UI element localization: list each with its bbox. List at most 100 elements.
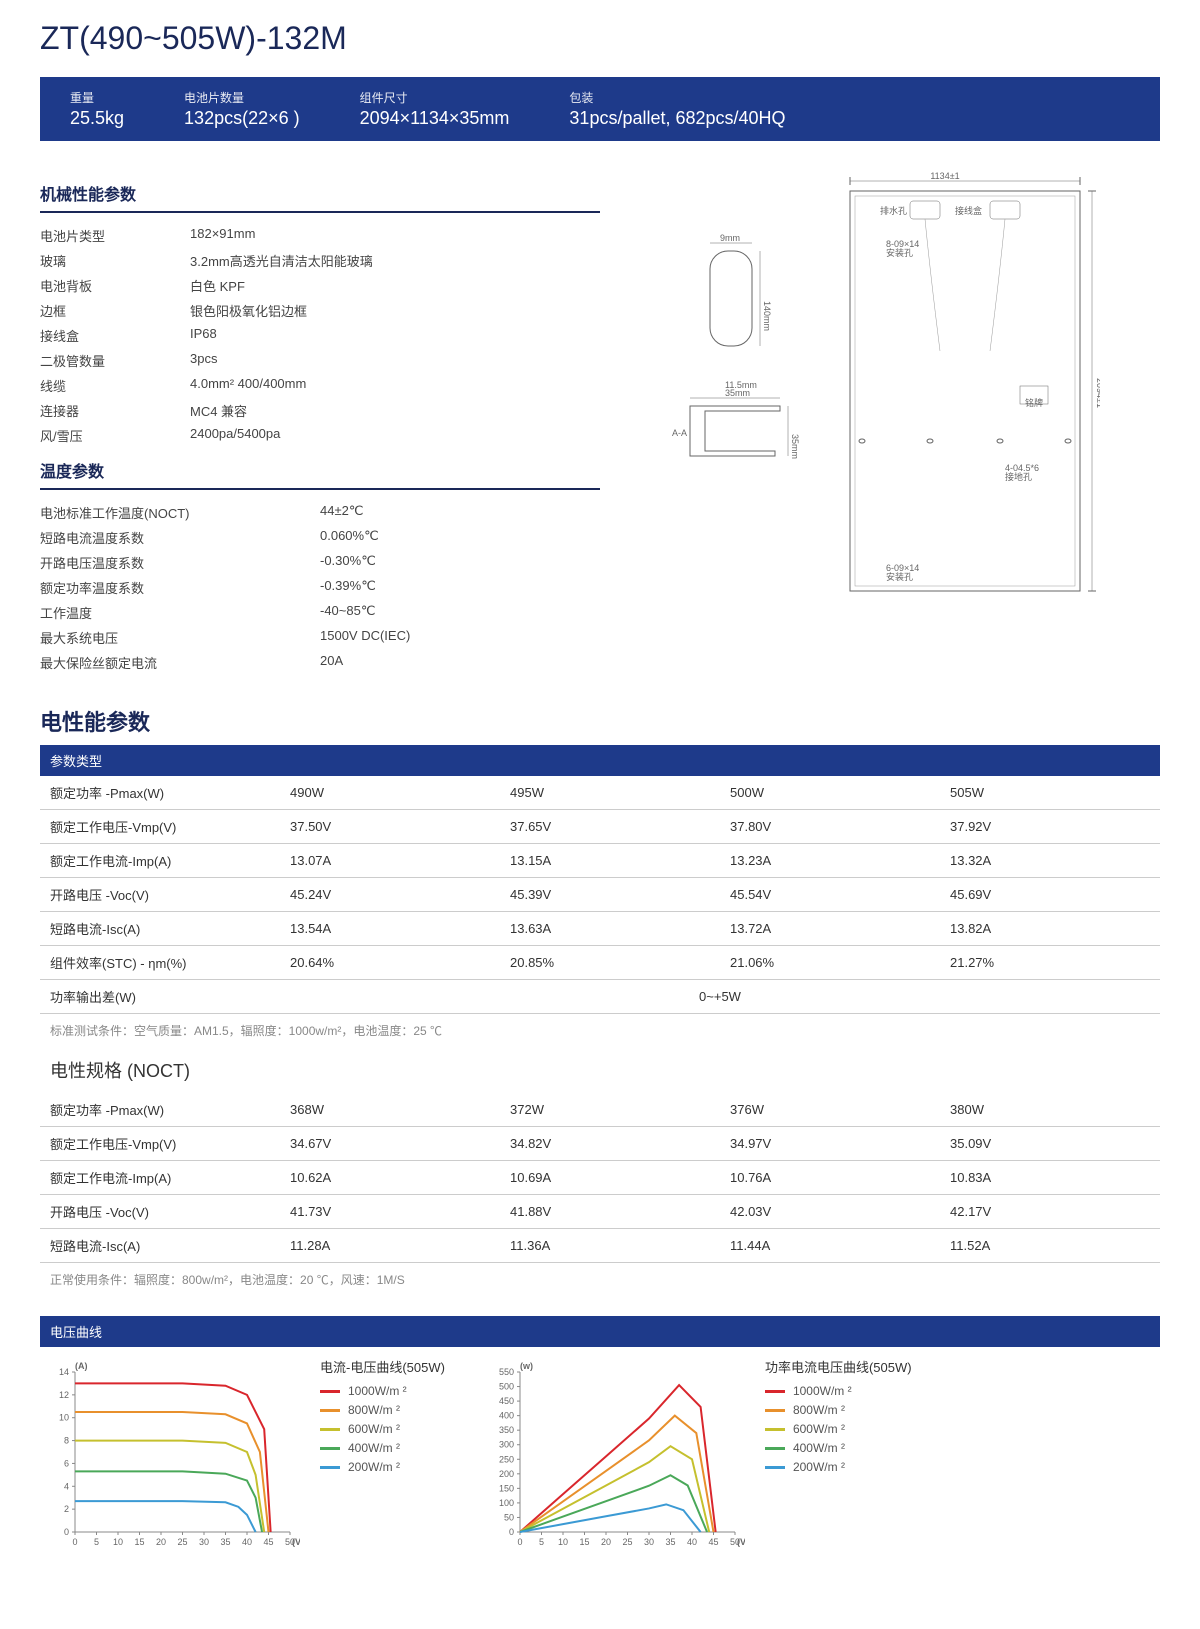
legend-item: 800W/m ² (765, 1403, 912, 1417)
elec-footnote: 标准测试条件：空气质量：AM1.5，辐照度：1000w/m²，电池温度：25 ℃ (40, 1014, 1160, 1047)
svg-text:1134±1: 1134±1 (930, 171, 959, 181)
svg-text:150: 150 (499, 1483, 514, 1493)
header-item: 电池片数量132pcs(22×6 ) (184, 89, 300, 129)
svg-text:50: 50 (504, 1512, 514, 1522)
svg-text:30: 30 (644, 1537, 654, 1547)
spec-row: 二极管数量3pcs (40, 348, 600, 373)
svg-text:9mm: 9mm (720, 233, 740, 243)
spec-row: 短路电流温度系数0.060%℃ (40, 525, 600, 550)
svg-text:15: 15 (579, 1537, 589, 1547)
svg-text:100: 100 (499, 1498, 514, 1508)
svg-text:500: 500 (499, 1382, 514, 1392)
table-row: 额定功率 -Pmax(W)368W372W376W380W (40, 1093, 1160, 1127)
svg-text:15: 15 (134, 1537, 144, 1547)
spec-row: 玻璃3.2mm高透光自清洁太阳能玻璃 (40, 248, 600, 273)
table-row: 开路电压 -Voc(V)41.73V41.88V42.03V42.17V (40, 1195, 1160, 1229)
svg-text:2094±1: 2094±1 (1095, 378, 1100, 408)
mech-title: 机械性能参数 (40, 171, 600, 213)
table-row: 额定工作电压-Vmp(V)34.67V34.82V34.97V35.09V (40, 1127, 1160, 1161)
legend-item: 400W/m ² (765, 1441, 912, 1455)
svg-text:2: 2 (64, 1504, 69, 1514)
svg-text:排水孔: 排水孔 (880, 205, 907, 216)
svg-text:10: 10 (113, 1537, 123, 1547)
svg-text:450: 450 (499, 1396, 514, 1406)
elec-table: 额定功率 -Pmax(W)490W495W500W505W额定工作电压-Vmp(… (40, 776, 1160, 980)
svg-text:12: 12 (59, 1390, 69, 1400)
spec-row: 开路电压温度系数-0.30%℃ (40, 550, 600, 575)
table-row: 组件效率(STC) - ηm(%)20.64%20.85%21.06%21.27… (40, 946, 1160, 980)
svg-text:10: 10 (558, 1537, 568, 1547)
table-row: 额定工作电压-Vmp(V)37.50V37.65V37.80V37.92V (40, 810, 1160, 844)
iv-chart: 0510152025303540455002468101214(A)(V) (40, 1357, 300, 1557)
svg-text:4: 4 (64, 1481, 69, 1491)
table-row: 开路电压 -Voc(V)45.24V45.39V45.54V45.69V (40, 878, 1160, 912)
svg-text:0: 0 (509, 1527, 514, 1537)
spec-row: 工作温度-40~85℃ (40, 600, 600, 625)
elec-title: 电性能参数 (40, 705, 1160, 737)
header-bar: 重量25.5kg电池片数量132pcs(22×6 )组件尺寸2094×1134×… (40, 77, 1160, 141)
pv-legend: 功率电流电压曲线(505W)1000W/m ²800W/m ²600W/m ²4… (765, 1357, 912, 1557)
svg-text:35: 35 (665, 1537, 675, 1547)
legend-item: 200W/m ² (320, 1460, 445, 1474)
table-row: 短路电流-Isc(A)13.54A13.63A13.72A13.82A (40, 912, 1160, 946)
temp-title: 温度参数 (40, 448, 600, 490)
svg-text:45: 45 (708, 1537, 718, 1547)
spec-row: 最大保险丝额定电流20A (40, 650, 600, 675)
noct-title: 电性规格 (NOCT) (40, 1047, 1160, 1093)
svg-text:25: 25 (177, 1537, 187, 1547)
svg-text:11.5mm: 11.5mm (725, 380, 757, 390)
spec-row: 接线盒IP68 (40, 323, 600, 348)
svg-text:接线盒: 接线盒 (955, 205, 982, 216)
svg-text:40: 40 (687, 1537, 697, 1547)
spec-row: 额定功率温度系数-0.39%℃ (40, 575, 600, 600)
legend-item: 600W/m ² (765, 1422, 912, 1436)
svg-text:8: 8 (64, 1436, 69, 1446)
legend-item: 1000W/m ² (320, 1384, 445, 1398)
spec-row: 边框银色阳极氧化铝边框 (40, 298, 600, 323)
spec-row: 风/雪压2400pa/5400pa (40, 423, 600, 448)
svg-text:安装孔: 安装孔 (886, 247, 913, 258)
noct-table: 额定功率 -Pmax(W)368W372W376W380W额定工作电压-Vmp(… (40, 1093, 1160, 1263)
charts-header: 电压曲线 (40, 1316, 1160, 1347)
svg-text:(V): (V) (737, 1537, 745, 1547)
svg-text:A-A: A-A (672, 428, 687, 438)
svg-text:45: 45 (263, 1537, 273, 1547)
svg-text:接地孔: 接地孔 (1005, 471, 1032, 482)
svg-text:200: 200 (499, 1469, 514, 1479)
svg-text:安装孔: 安装孔 (886, 571, 913, 582)
spec-row: 连接器MC4 兼容 (40, 398, 600, 423)
svg-text:5: 5 (94, 1537, 99, 1547)
spec-row: 电池背板白色 KPF (40, 273, 600, 298)
pv-chart: 0510152025303540455005010015020025030035… (485, 1357, 745, 1557)
pv-chart-block: 0510152025303540455005010015020025030035… (485, 1357, 912, 1557)
svg-text:400: 400 (499, 1411, 514, 1421)
legend-item: 400W/m ² (320, 1441, 445, 1455)
svg-text:6: 6 (64, 1458, 69, 1468)
svg-text:5: 5 (539, 1537, 544, 1547)
svg-text:铭牌: 铭牌 (1025, 397, 1043, 408)
svg-text:(A): (A) (75, 1361, 88, 1371)
svg-text:140mm: 140mm (762, 301, 772, 331)
svg-text:10: 10 (59, 1413, 69, 1423)
header-item: 包装31pcs/pallet, 682pcs/40HQ (569, 89, 785, 129)
table-row: 额定工作电流-Imp(A)10.62A10.69A10.76A10.83A (40, 1161, 1160, 1195)
svg-text:250: 250 (499, 1454, 514, 1464)
svg-text:(V): (V) (292, 1537, 300, 1547)
product-title: ZT(490~505W)-132M (40, 20, 1160, 57)
legend-item: 1000W/m ² (765, 1384, 912, 1398)
technical-diagram: 1134±1 2094±1 排水孔 接线盒 (630, 171, 1160, 616)
svg-text:30: 30 (199, 1537, 209, 1547)
svg-text:25: 25 (622, 1537, 632, 1547)
svg-text:300: 300 (499, 1440, 514, 1450)
spec-row: 电池片类型182×91mm (40, 223, 600, 248)
legend-item: 200W/m ² (765, 1460, 912, 1474)
spec-row: 线缆4.0mm² 400/400mm (40, 373, 600, 398)
table-row: 额定功率 -Pmax(W)490W495W500W505W (40, 776, 1160, 810)
svg-text:35: 35 (220, 1537, 230, 1547)
table-row: 短路电流-Isc(A)11.28A11.36A11.44A11.52A (40, 1229, 1160, 1263)
svg-text:(w): (w) (520, 1361, 533, 1371)
noct-footnote: 正常使用条件：辐照度：800w/m²，电池温度：20 ℃，风速：1M/S (40, 1263, 1160, 1296)
svg-text:350: 350 (499, 1425, 514, 1435)
svg-text:550: 550 (499, 1367, 514, 1377)
svg-text:0: 0 (72, 1537, 77, 1547)
